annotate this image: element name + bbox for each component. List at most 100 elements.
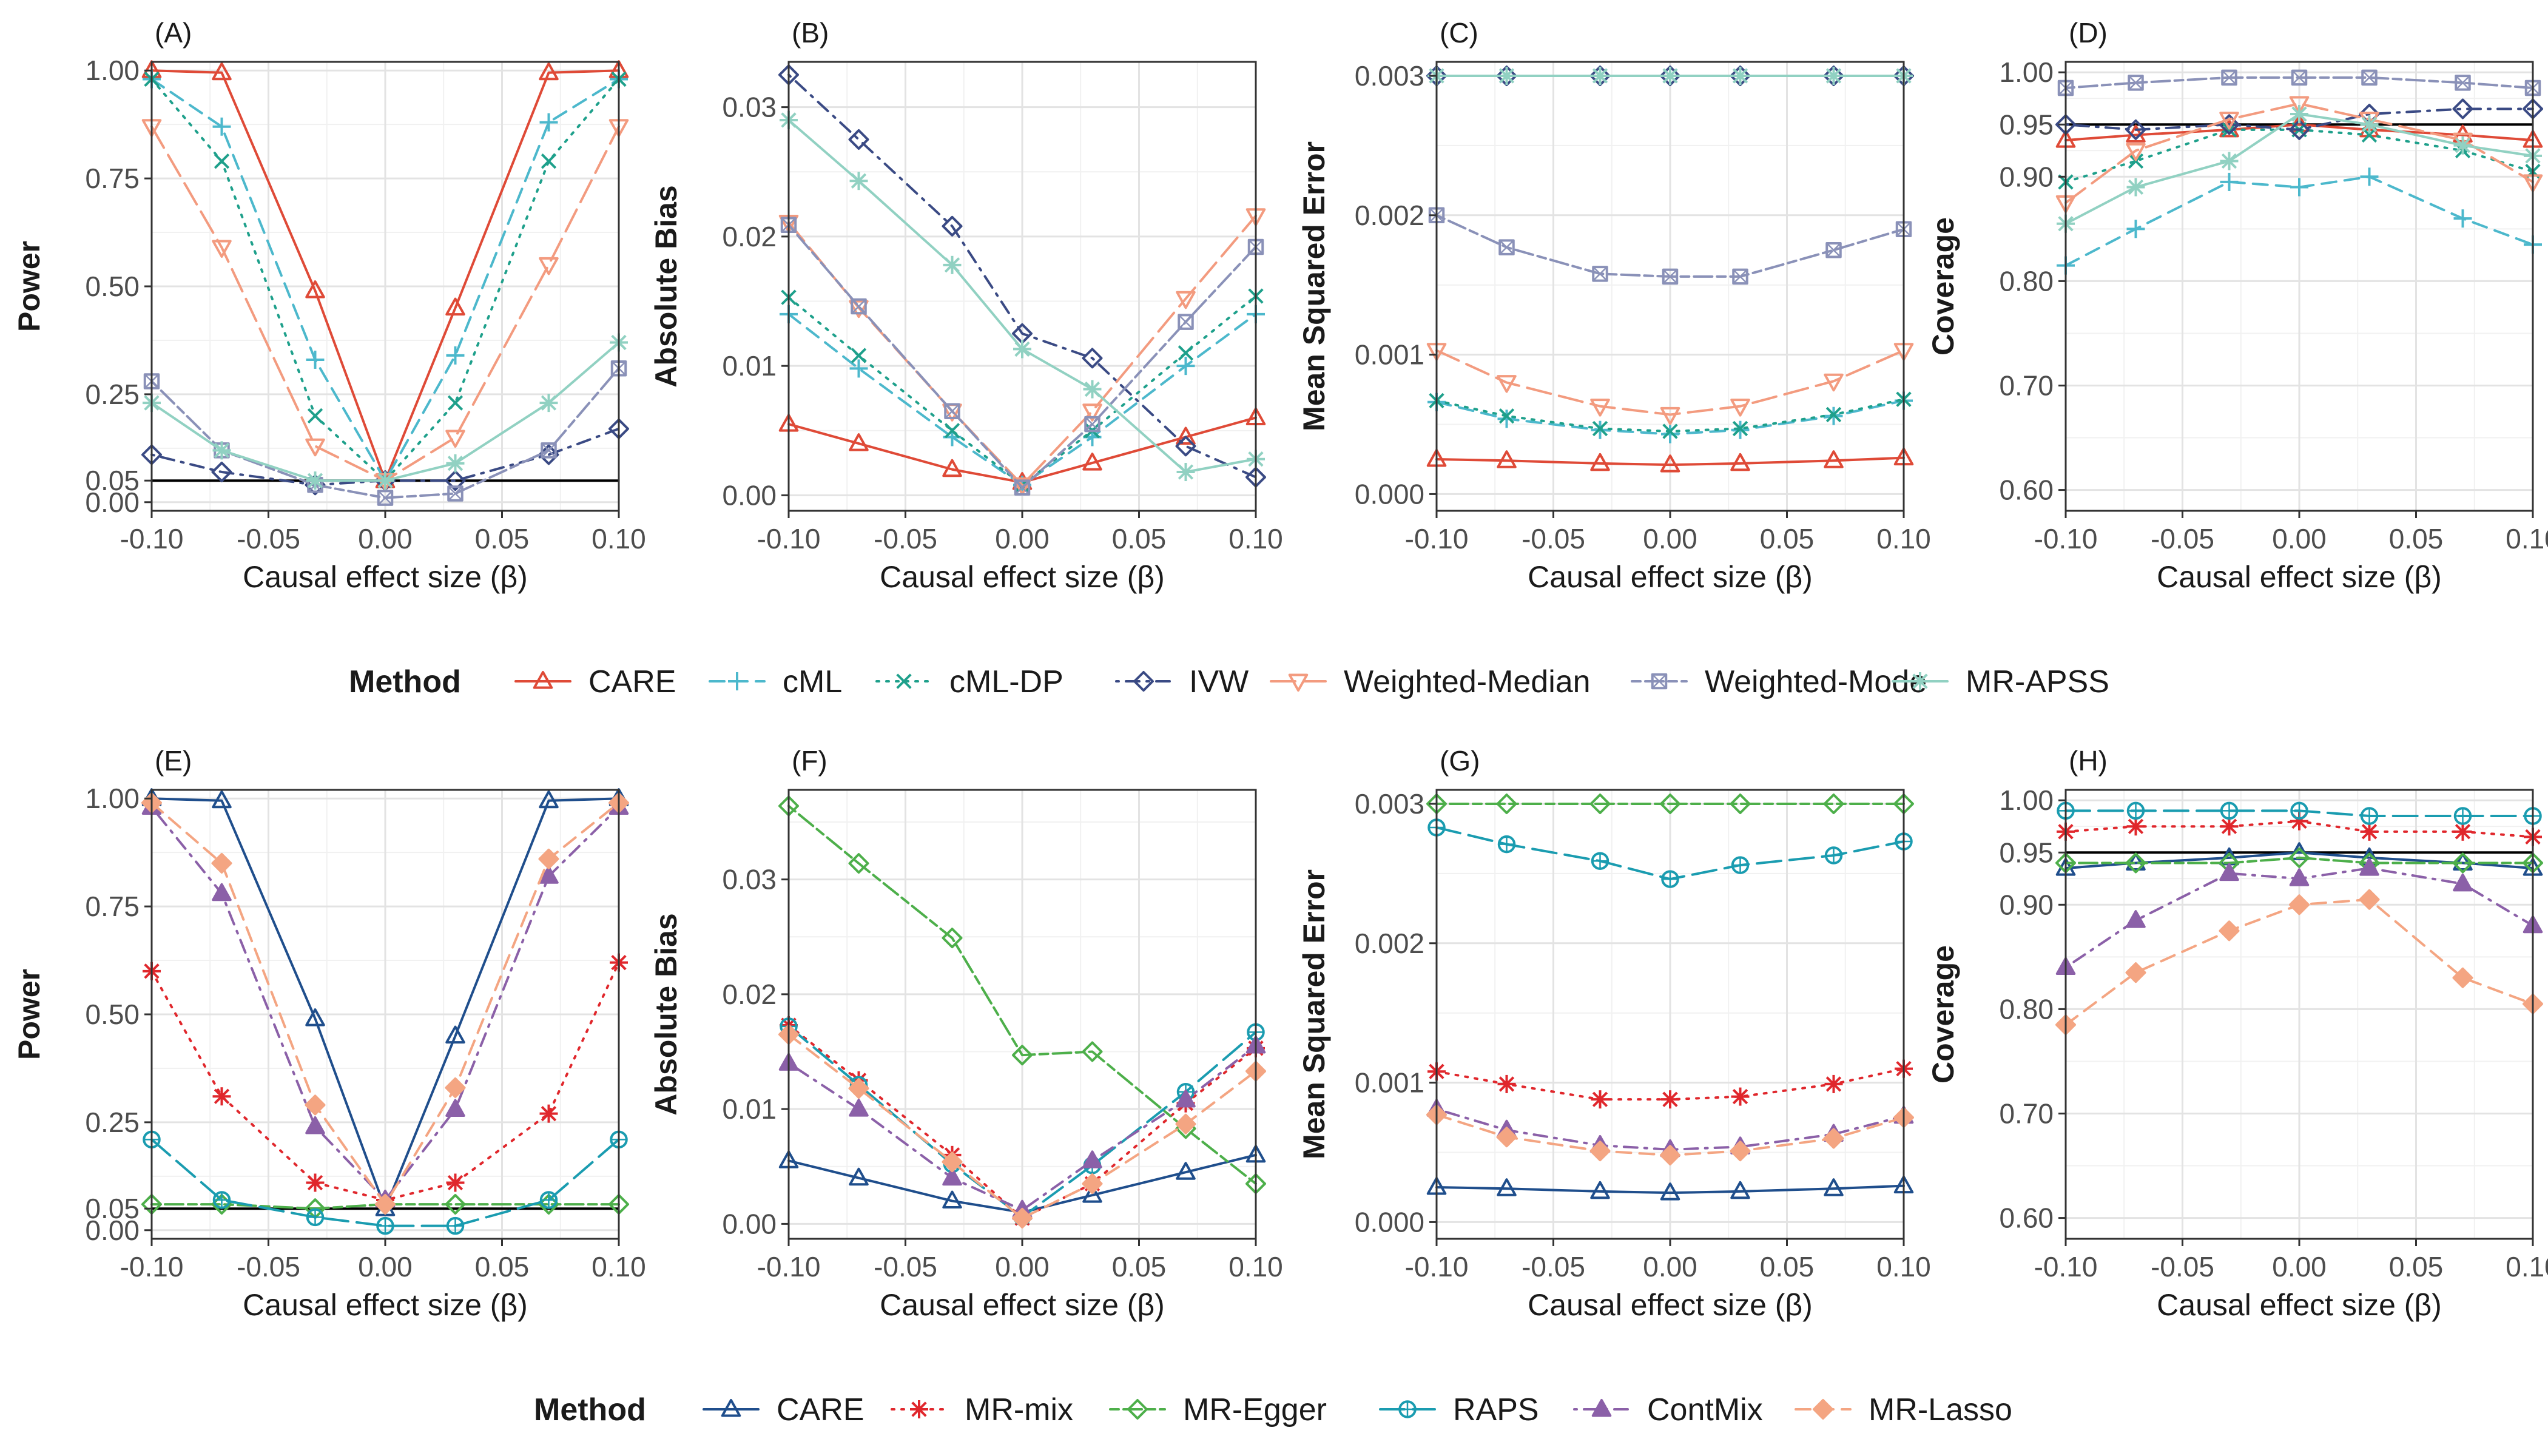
data-point-mr-lasso (2359, 889, 2380, 910)
x-tick-label: 0.05 (1760, 1251, 1815, 1282)
y-tick-label: 0.05 (85, 1193, 140, 1224)
data-point-care (1497, 1178, 1517, 1196)
data-point-care (1660, 454, 1680, 473)
y-axis-title: Mean Squared Error (1297, 869, 1331, 1159)
legend-item-mr-mix: MR-mix (891, 1392, 1073, 1427)
data-point-mr-egger (1496, 793, 1517, 814)
x-tick-label: -0.10 (2034, 523, 2098, 554)
data-point-mr-lasso (445, 1077, 466, 1098)
y-tick-label: 0.000 (1355, 1206, 1424, 1238)
data-point-care (1824, 450, 1844, 468)
data-point-mr-egger (1012, 1045, 1033, 1066)
panel-label: (F) (792, 745, 827, 777)
x-tick-label: -0.05 (237, 1251, 300, 1282)
data-point-weighted-mode (447, 485, 463, 502)
x-tick-label: 0.00 (2272, 1251, 2327, 1282)
data-point-mr-mix (446, 1173, 465, 1192)
data-point-mr-egger (1589, 793, 1611, 814)
panel-label: (G) (1440, 745, 1480, 777)
x-tick-label: -0.05 (1522, 1251, 1585, 1282)
data-point-care (1660, 1182, 1680, 1201)
panel-g: -0.10 -0.05 0.00 0.05 0.10 0.000 0.001 0.002 0.0… (1297, 745, 1931, 1322)
legend-item-mr-lasso: MR-Lasso (1795, 1392, 2012, 1427)
series-mr-lasso (778, 1024, 1266, 1228)
data-point-mr-mix (1661, 1090, 1679, 1109)
data-point-raps (306, 1208, 325, 1227)
y-tick-label: 0.002 (1355, 928, 1424, 959)
y-tick-label: 0.003 (1355, 60, 1424, 92)
y-tick-label: 0.50 (85, 271, 140, 302)
data-point-mr-lasso (1730, 1141, 1751, 1162)
data-point-mr-egger (1730, 793, 1751, 814)
data-point-contmix (2453, 873, 2473, 892)
y-axis-title: Absolute Bias (649, 185, 683, 387)
data-point-cml-dp (851, 348, 867, 363)
data-point-mr-apss (2360, 115, 2379, 134)
y-tick-label: 0.90 (1999, 161, 2054, 192)
data-point-ivw (2289, 119, 2310, 140)
x-tick-label: -0.10 (757, 1251, 821, 1282)
data-point-weighted-median (305, 438, 325, 457)
data-point-mr-mix (1591, 1090, 1609, 1109)
y-axis-title: Coverage (1926, 945, 1960, 1084)
data-point-cml-dp (2128, 153, 2144, 169)
data-point-mr-lasso (1823, 1128, 1844, 1149)
data-point-cml (2290, 178, 2308, 197)
y-tick-label: 0.001 (1355, 1067, 1424, 1099)
data-point-weighted-mode (2455, 75, 2471, 91)
legend-key-marker (1591, 1399, 1612, 1417)
y-tick-label: 0.25 (85, 379, 140, 410)
data-point-ivw (2125, 119, 2146, 140)
data-point-mr-lasso (1082, 1173, 1103, 1195)
y-axis-title: Absolute Bias (649, 913, 683, 1115)
data-point-contmix (2359, 858, 2379, 876)
data-point-raps (1731, 856, 1750, 874)
data-point-weighted-median (1082, 403, 1102, 422)
data-point-mr-apss (446, 454, 465, 473)
data-point-weighted-mode (2128, 75, 2144, 91)
data-point-weighted-mode (1732, 268, 1748, 285)
y-axis-title: Coverage (1926, 217, 1960, 356)
data-point-mr-egger (445, 1194, 466, 1215)
data-point-raps (212, 1191, 231, 1209)
series-line-care (2064, 851, 2534, 870)
y-tick-label: 0.03 (722, 92, 777, 123)
panel-h: -0.10 -0.05 0.00 0.05 0.10 0.60 0.70 0.80 0.90 0.… (1926, 745, 2548, 1322)
data-point-mr-egger (2125, 852, 2146, 874)
x-axis-title: Causal effect size (β) (880, 560, 1165, 594)
data-point-weighted-median (1590, 399, 1610, 417)
data-point-mr-lasso (1496, 1127, 1517, 1148)
data-point-weighted-median (539, 257, 559, 275)
panel-d: -0.10 -0.05 0.00 0.05 0.10 0.60 0.70 0.80 0.90 0.… (1926, 17, 2548, 594)
data-point-mr-egger (1660, 793, 1680, 814)
data-point-mr-lasso (538, 848, 559, 869)
data-point-care (445, 297, 465, 316)
data-point-mr-lasso (375, 1194, 396, 1215)
x-axis-title: Causal effect size (β) (1528, 1288, 1813, 1322)
data-point-care (1730, 453, 1750, 471)
data-point-weighted-mode (1178, 314, 1194, 330)
data-point-care (1497, 450, 1517, 468)
data-point-weighted-median (1660, 406, 1680, 425)
x-tick-label: 0.10 (1228, 1251, 1283, 1282)
y-axis-title: Power (12, 241, 46, 332)
data-point-weighted-mode (1498, 239, 1515, 255)
data-point-weighted-mode (1662, 268, 1679, 285)
legend-key-marker (910, 1400, 928, 1418)
legend-item-care: CARE (703, 1392, 864, 1427)
data-point-mr-mix (1497, 1074, 1516, 1093)
data-point-ivw (445, 470, 466, 491)
y-tick-label: 0.003 (1355, 788, 1424, 820)
data-point-weighted-mode (944, 403, 960, 420)
data-point-mr-apss (943, 255, 962, 274)
y-tick-label: 0.90 (1999, 889, 2054, 920)
data-point-weighted-median (2289, 96, 2310, 114)
data-point-cml (849, 359, 868, 378)
data-point-weighted-median (2219, 112, 2239, 130)
y-tick-label: 1.00 (85, 783, 140, 814)
data-point-care (212, 790, 232, 809)
panel-label: (A) (155, 17, 192, 49)
data-point-mr-apss (1591, 66, 1609, 85)
series-weighted-mode (1428, 207, 1912, 285)
legend-label: CARE (777, 1392, 864, 1427)
